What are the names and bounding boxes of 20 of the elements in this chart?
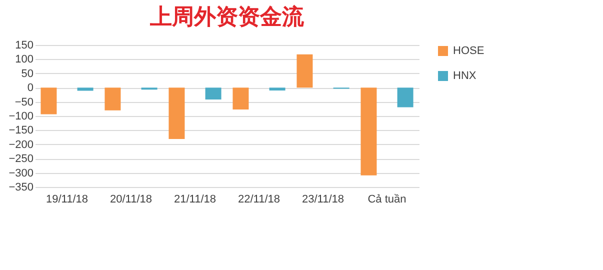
y-tick-label: −250: [8, 153, 34, 166]
y-tick-label: 50: [21, 68, 34, 80]
y-tick-label: 0: [27, 82, 34, 94]
y-tick-label: −100: [8, 110, 34, 122]
y-tick-label: −200: [8, 138, 34, 151]
x-tick-label: 19/11/18: [46, 194, 88, 206]
legend-label: HNX: [453, 70, 477, 82]
x-tick-label: 20/11/18: [110, 194, 152, 206]
y-tick-label: −300: [8, 167, 34, 180]
y-tick-label: −150: [8, 124, 34, 137]
x-tick-label: 22/11/18: [238, 194, 280, 206]
y-tick-label: 150: [15, 40, 34, 52]
y-tick-label: −50: [14, 96, 34, 108]
chart-title: 上周外资资金流: [149, 4, 305, 29]
x-tick-label: 23/11/18: [302, 194, 344, 206]
x-tick-label: Cả tuần: [368, 194, 406, 206]
x-tick-label: 21/11/18: [174, 194, 216, 206]
y-tick-label: 100: [15, 54, 34, 66]
legend-label: HOSE: [453, 45, 484, 57]
y-tick-label: −350: [8, 182, 34, 194]
